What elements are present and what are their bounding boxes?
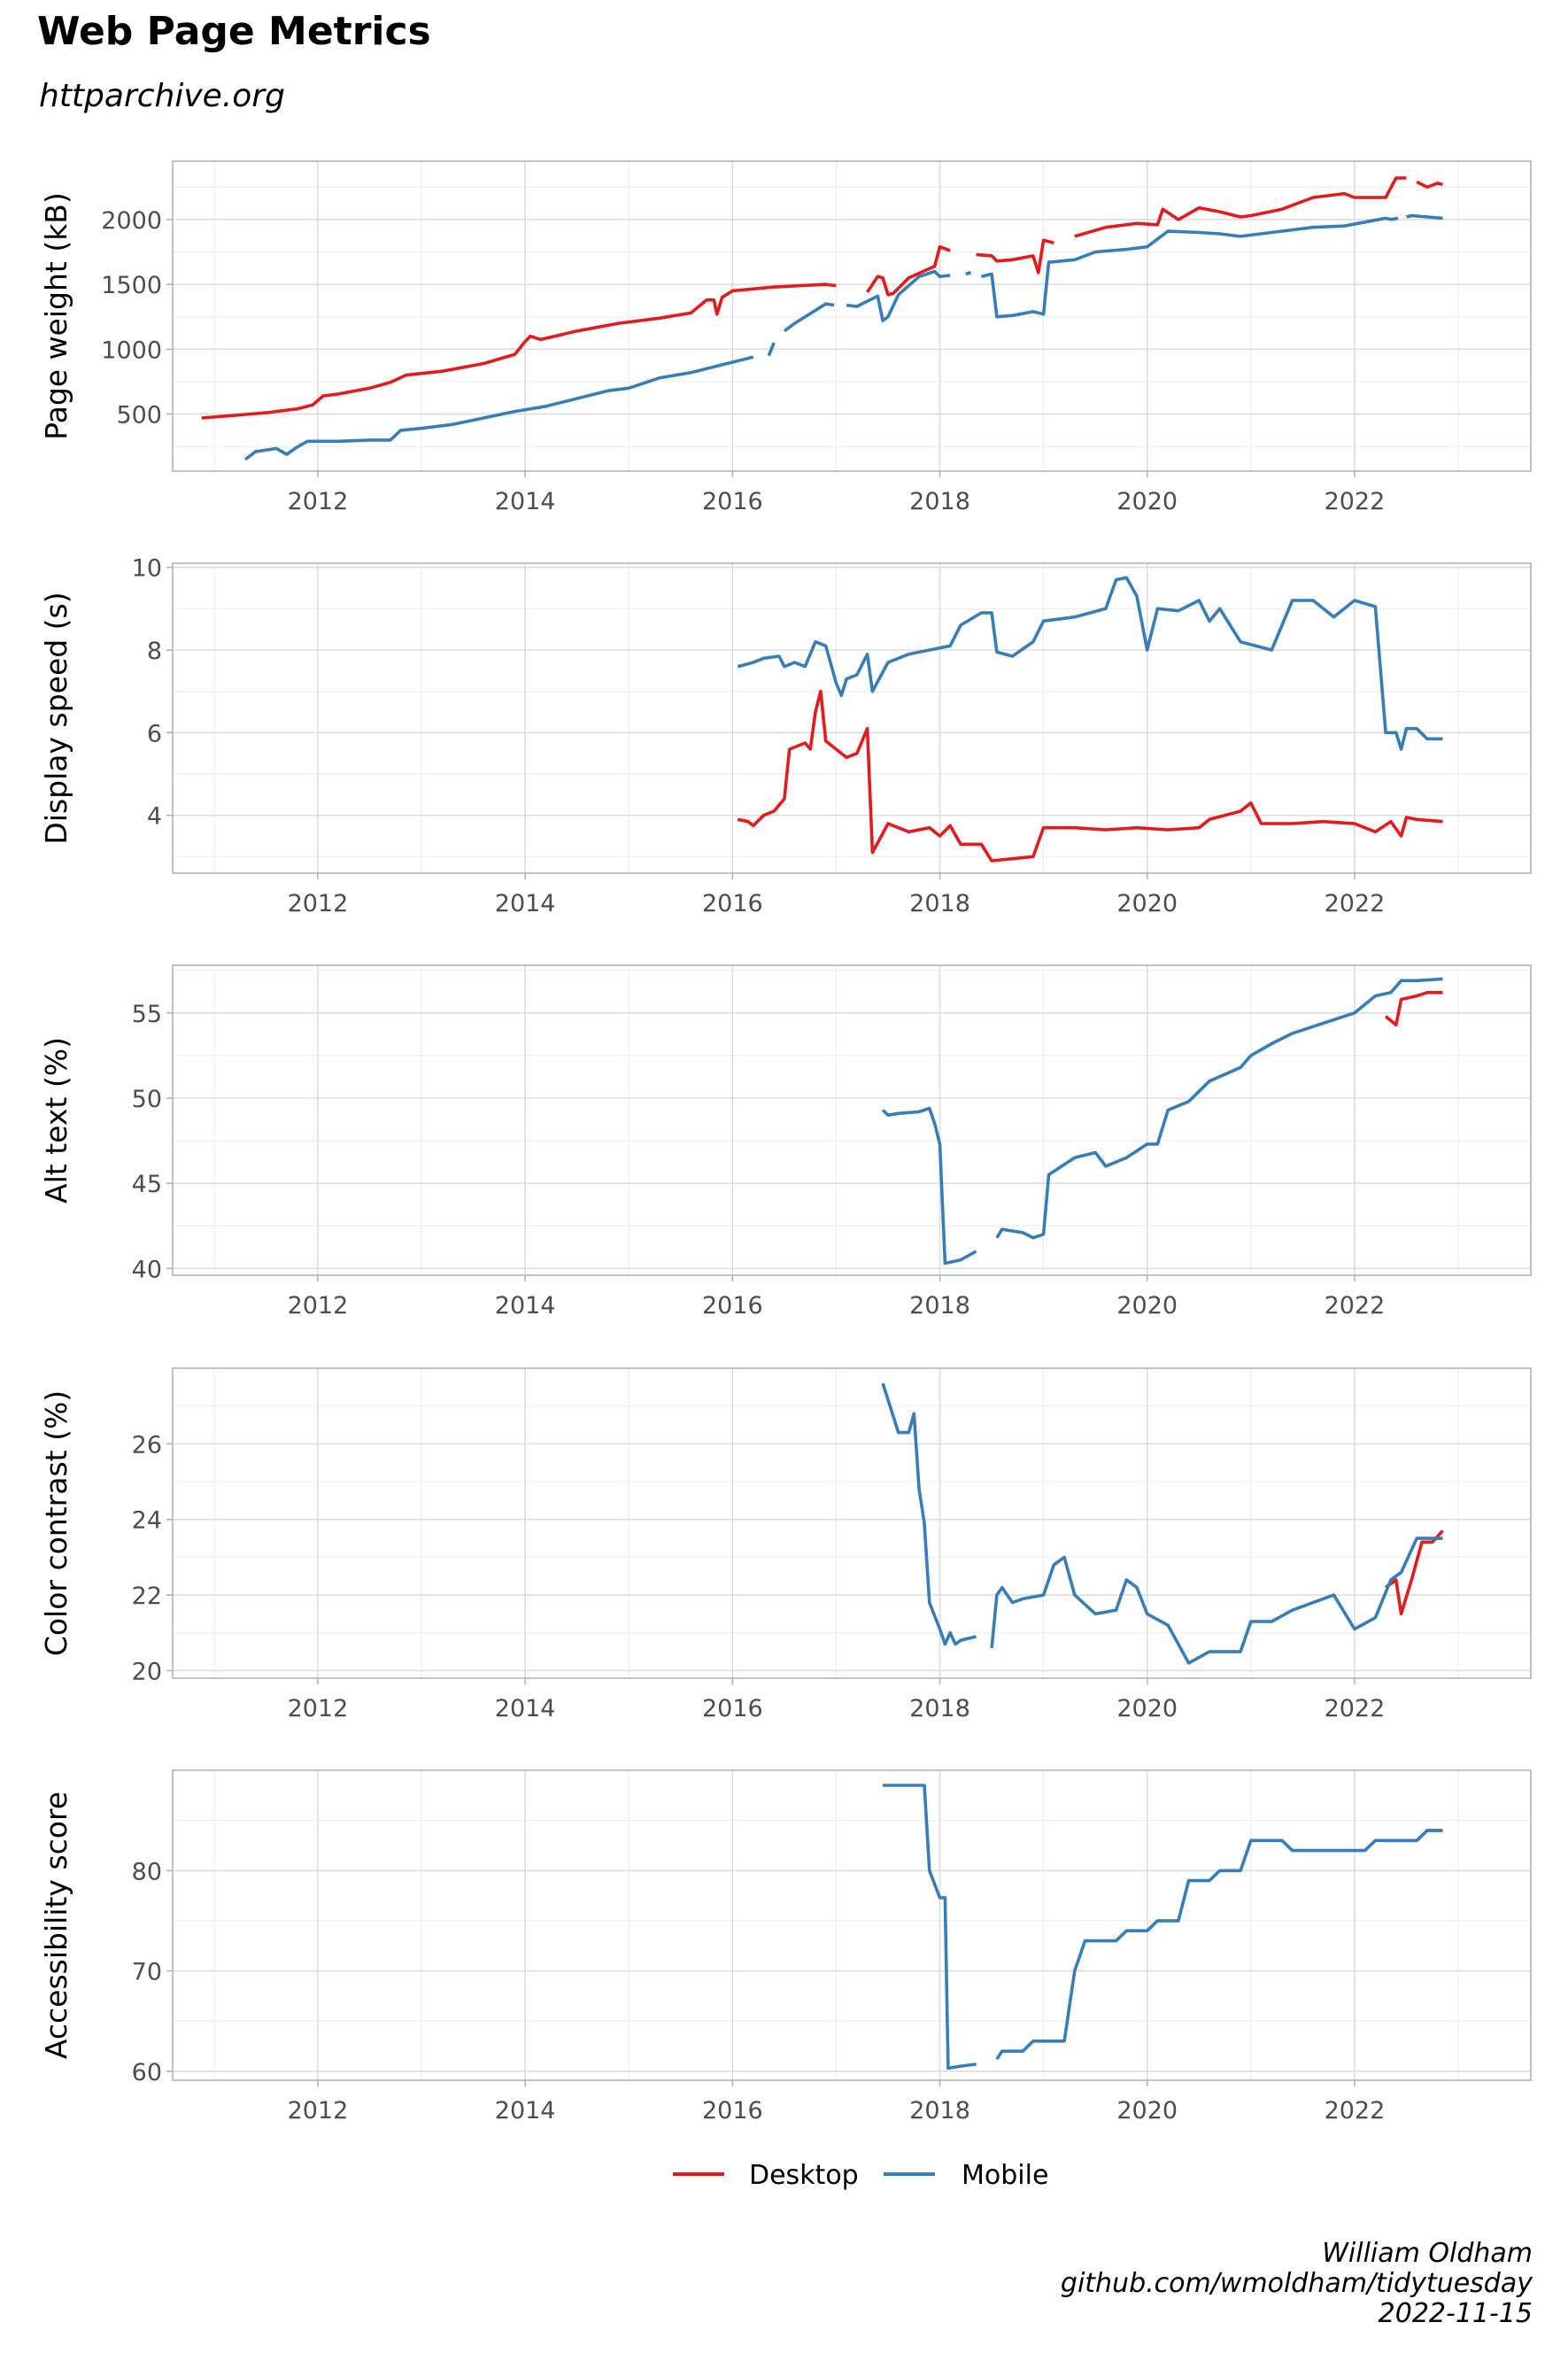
series-line-mobile (881, 1382, 977, 1646)
x-tick-label-2016: 2016 (702, 1695, 763, 1722)
series-line-desktop (1384, 991, 1443, 1027)
x-tick-label-2018: 2018 (909, 2097, 970, 2125)
x-tick-label-2014: 2014 (495, 488, 556, 515)
y-axis-label: Display speed (s) (39, 592, 73, 844)
x-tick-label-2012: 2012 (288, 488, 349, 515)
y-tick-label-50: 50 (132, 1086, 162, 1113)
x-tick-label-2018: 2018 (909, 1292, 970, 1320)
y-tick-label-60: 60 (132, 2059, 162, 2086)
series-line-mobile (881, 1106, 977, 1266)
x-tick-label-2012: 2012 (288, 1695, 349, 1722)
y-axis-label: Page weight (kB) (39, 192, 73, 440)
series-line-desktop (1416, 180, 1443, 190)
y-tick-label-26: 26 (132, 1431, 162, 1459)
y-tick-label-55: 55 (132, 1001, 162, 1028)
y-tick-label-500: 500 (116, 402, 162, 430)
series-line-mobile (737, 576, 1443, 751)
y-axis-label: Color contrast (%) (39, 1390, 73, 1656)
series-line-mobile (846, 269, 951, 322)
legend: Desktop Mobile (673, 2160, 1048, 2191)
caption-author: William Oldham (1322, 2238, 1533, 2269)
y-tick-label-1000: 1000 (101, 337, 162, 364)
y-tick-label-6: 6 (147, 720, 162, 747)
panel-page-weight-kb: 2012 2014 2016 2018 2020 2022 500 1000 1500 2000 P… (39, 160, 1532, 515)
series-line-desktop (1074, 176, 1407, 238)
x-tick-label-2012: 2012 (288, 2097, 349, 2125)
x-tick-label-2020: 2020 (1116, 1695, 1178, 1722)
series-line-mobile (767, 342, 776, 357)
caption-date: 2022-11-15 (1378, 2298, 1533, 2329)
series-line-mobile (1406, 213, 1443, 221)
x-tick-label-2020: 2020 (1116, 488, 1178, 515)
panel-border (172, 964, 1532, 1276)
series-line-mobile (243, 355, 754, 461)
y-tick-label-80: 80 (132, 1858, 162, 1885)
legend-label-mobile: Mobile (962, 2160, 1048, 2191)
x-tick-label-2014: 2014 (495, 890, 556, 917)
y-tick-label-45: 45 (132, 1171, 162, 1198)
series-line-mobile (995, 1829, 1443, 2061)
caption: William Oldham github.com/wmoldham/tidyt… (1061, 2239, 1533, 2329)
y-tick-label-8: 8 (147, 638, 162, 665)
panel-border (172, 160, 1532, 472)
y-tick-label-22: 22 (132, 1583, 162, 1610)
y-tick-label-70: 70 (132, 1959, 162, 1986)
x-tick-label-2022: 2022 (1325, 2097, 1386, 2125)
panel-accessibility-score: 2012 2014 2016 2018 2020 2022 60 70 80 Accessibil… (39, 1769, 1532, 2125)
x-tick-label-2014: 2014 (495, 1292, 556, 1320)
y-tick-label-40: 40 (132, 1256, 162, 1283)
series-line-mobile (990, 1536, 1443, 1665)
legend-label-desktop: Desktop (749, 2160, 859, 2191)
series-line-desktop (1385, 1529, 1444, 1616)
panel-border (172, 1769, 1532, 2081)
series-line-mobile (965, 271, 972, 276)
x-tick-label-2022: 2022 (1325, 1695, 1386, 1722)
x-tick-label-2020: 2020 (1116, 890, 1178, 917)
y-axis-label: Accessibility score (39, 1792, 73, 2059)
series-line-mobile (783, 302, 835, 333)
chart-subtitle: httparchive.org (39, 78, 285, 114)
x-tick-label-2018: 2018 (909, 488, 970, 515)
x-tick-label-2016: 2016 (702, 1292, 763, 1320)
x-tick-label-2012: 2012 (288, 890, 349, 917)
x-tick-label-2012: 2012 (288, 1292, 349, 1320)
x-tick-label-2022: 2022 (1325, 890, 1386, 917)
x-tick-label-2018: 2018 (909, 1695, 970, 1722)
x-tick-label-2022: 2022 (1325, 1292, 1386, 1320)
y-tick-label-4: 4 (147, 803, 162, 831)
x-tick-label-2016: 2016 (702, 2097, 763, 2125)
panel-display-speed-s: 2012 2014 2016 2018 2020 2022 4 6 8 10 Display spe… (39, 555, 1532, 917)
series-line-desktop (976, 238, 1054, 275)
x-tick-label-2020: 2020 (1116, 2097, 1178, 2125)
series-line-mobile (883, 1784, 977, 2070)
y-tick-label-20: 20 (132, 1658, 162, 1685)
panel-border (172, 1367, 1532, 1679)
x-tick-label-2020: 2020 (1116, 1292, 1178, 1320)
y-tick-label-24: 24 (132, 1507, 162, 1535)
chart-title: Web Page Metrics (37, 9, 431, 54)
series-line-desktop (201, 283, 837, 420)
x-tick-label-2014: 2014 (495, 1695, 556, 1722)
caption-source: github.com/wmoldham/tidytuesday (1060, 2268, 1533, 2299)
x-tick-label-2016: 2016 (702, 890, 763, 917)
panel-border (172, 562, 1532, 874)
y-tick-label-2000: 2000 (101, 207, 162, 235)
x-tick-label-2016: 2016 (702, 488, 763, 515)
panel-alt-text: 2012 2014 2016 2018 2020 2022 40 45 50 55 Alt text… (39, 964, 1532, 1320)
y-axis-label: Alt text (%) (39, 1037, 73, 1204)
series-line-mobile (980, 216, 1399, 319)
x-tick-label-2014: 2014 (495, 2097, 556, 2125)
y-tick-label-10: 10 (132, 555, 162, 583)
x-tick-label-2022: 2022 (1325, 488, 1386, 515)
y-tick-label-1500: 1500 (101, 272, 162, 299)
x-tick-label-2018: 2018 (909, 890, 970, 917)
series-line-desktop (737, 689, 1443, 863)
series-line-mobile (995, 977, 1443, 1240)
series-line-desktop (866, 244, 951, 297)
